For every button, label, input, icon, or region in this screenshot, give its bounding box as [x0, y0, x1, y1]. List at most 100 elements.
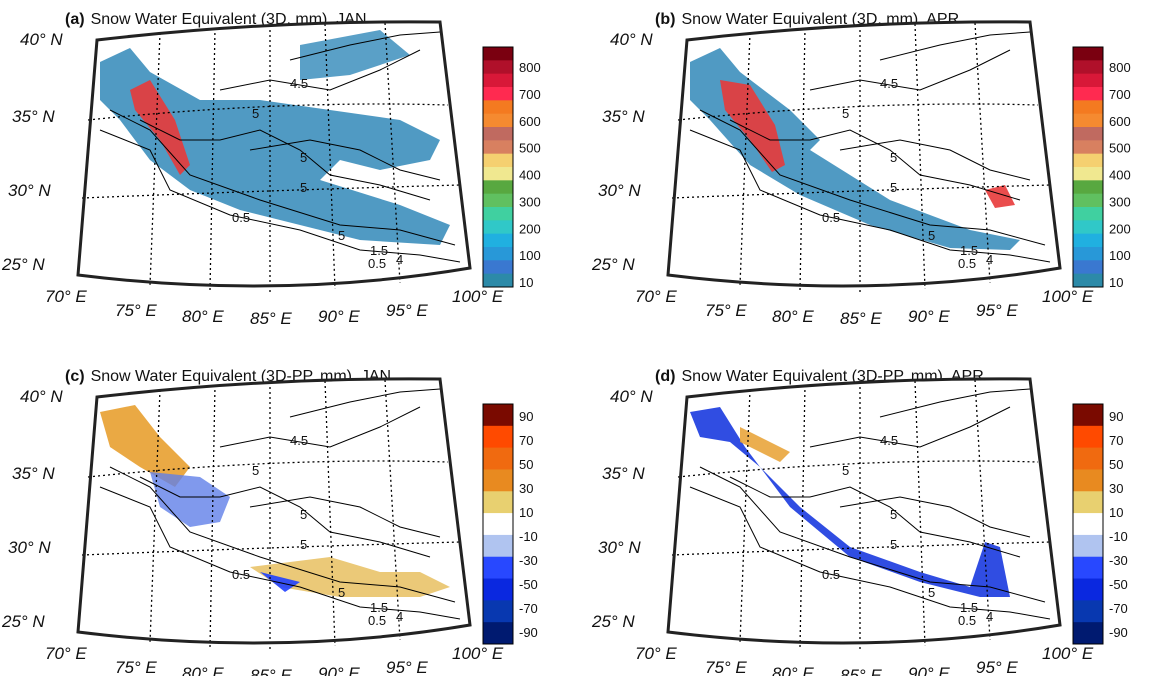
lon-label: 75° E	[705, 301, 747, 320]
lon-label: 70° E	[635, 644, 677, 663]
panel-label: (a)	[65, 11, 85, 28]
contour-line	[689, 129, 1051, 263]
colorbar-band	[1073, 534, 1103, 558]
colorbar-band	[1073, 87, 1103, 101]
contour-label: 5	[928, 585, 935, 600]
map-frame	[666, 20, 1062, 288]
colorbar-band	[1073, 513, 1103, 536]
contour-line	[139, 476, 431, 558]
colorbar-band	[1073, 404, 1103, 427]
contour-line	[109, 109, 456, 246]
contour-label: 0.5	[958, 256, 976, 271]
meridian	[974, 22, 991, 284]
contour-label: 0.5	[368, 256, 386, 271]
contour-label: 5	[842, 106, 849, 121]
meridian	[739, 32, 751, 286]
contour-label: 4.5	[290, 433, 308, 448]
colorbar-band	[483, 260, 513, 275]
contour-label: 5	[890, 507, 897, 522]
colorbar-band	[1073, 491, 1103, 514]
contour-label: 4	[986, 609, 993, 624]
contour-line	[109, 466, 456, 603]
lat-label: 40° N	[20, 387, 63, 406]
lat-label: 30° N	[598, 181, 641, 200]
contour-line	[249, 496, 441, 538]
meridian	[384, 379, 401, 641]
lat-label: 40° N	[610, 387, 653, 406]
colorbar-band	[483, 556, 513, 580]
lon-label: 100° E	[452, 287, 504, 306]
colorbar-band	[483, 180, 513, 195]
lon-label: 90° E	[318, 664, 360, 676]
colorbar-band	[483, 113, 513, 128]
colorbar-band	[483, 404, 513, 427]
contour-line	[289, 388, 441, 418]
colorbar-band	[483, 140, 513, 155]
meridian	[209, 384, 216, 648]
contour-label: 5	[300, 537, 307, 552]
lat-label: 40° N	[610, 30, 653, 49]
colorbar-tick-label: 30	[519, 481, 533, 496]
parallel	[677, 460, 1039, 478]
contour-label: 5	[338, 585, 345, 600]
contour-label: 4	[396, 609, 403, 624]
snow-field	[985, 185, 1015, 208]
contour-label: 4.5	[880, 76, 898, 91]
colorbar-band	[1073, 247, 1103, 261]
contour-label: 5	[300, 180, 307, 195]
lon-label: 95° E	[386, 301, 428, 320]
lat-label: 30° N	[8, 181, 51, 200]
map-frame	[666, 377, 1062, 645]
lon-label: 100° E	[452, 644, 504, 663]
colorbar-tick-label: -70	[519, 601, 538, 616]
colorbar-tick-label: 600	[519, 114, 541, 129]
colorbar-tick-label: 70	[1109, 433, 1123, 448]
colorbar-tick-label: -10	[1109, 529, 1128, 544]
contour-line	[729, 476, 1021, 558]
panel-label: (d)	[655, 368, 675, 385]
colorbar-band	[1073, 140, 1103, 155]
contour-label: 0.5	[958, 613, 976, 628]
lon-label: 85° E	[840, 309, 882, 328]
colorbar-tick-label: 700	[1109, 87, 1131, 102]
colorbar-tick-label: 10	[1109, 275, 1123, 290]
colorbar-band	[1073, 447, 1103, 470]
contour-label: 5	[842, 463, 849, 478]
contour-line	[809, 406, 1011, 448]
lat-label: 25° N	[1, 612, 45, 631]
colorbar-band	[1073, 113, 1103, 128]
lat-label: 35° N	[12, 464, 55, 483]
colorbar-frame	[482, 403, 514, 645]
contour-line	[879, 388, 1031, 418]
snow-field	[100, 405, 190, 487]
snow-field	[690, 48, 1020, 250]
colorbar-band	[483, 447, 513, 470]
colorbar-band	[483, 233, 513, 248]
lon-label: 75° E	[115, 301, 157, 320]
contour-line	[699, 109, 1046, 246]
contour-line	[689, 486, 1051, 620]
colorbar-band	[483, 469, 513, 492]
contour-label: 5	[252, 106, 259, 121]
meridian	[974, 379, 991, 641]
colorbar-tick-label: 50	[1109, 457, 1123, 472]
colorbar-tick-label: -10	[519, 529, 538, 544]
snow-field	[690, 407, 1010, 597]
colorbar-tick-label: 10	[1109, 505, 1123, 520]
meridian	[384, 22, 401, 284]
colorbar-band	[483, 167, 513, 181]
contour-line	[699, 466, 1046, 603]
colorbar-band	[483, 425, 513, 449]
contour-line	[139, 119, 431, 201]
colorbar-tick-label: 10	[519, 505, 533, 520]
colorbar-band	[1073, 207, 1103, 221]
meridian	[324, 23, 336, 290]
lat-label: 30° N	[8, 538, 51, 557]
colorbar-tick-label: 10	[519, 275, 533, 290]
meridian	[799, 27, 806, 291]
colorbar-band	[1073, 153, 1103, 168]
colorbar-frame	[1072, 46, 1104, 288]
colorbar-band	[483, 60, 513, 75]
colorbar-band	[1073, 100, 1103, 115]
lon-label: 90° E	[318, 307, 360, 326]
